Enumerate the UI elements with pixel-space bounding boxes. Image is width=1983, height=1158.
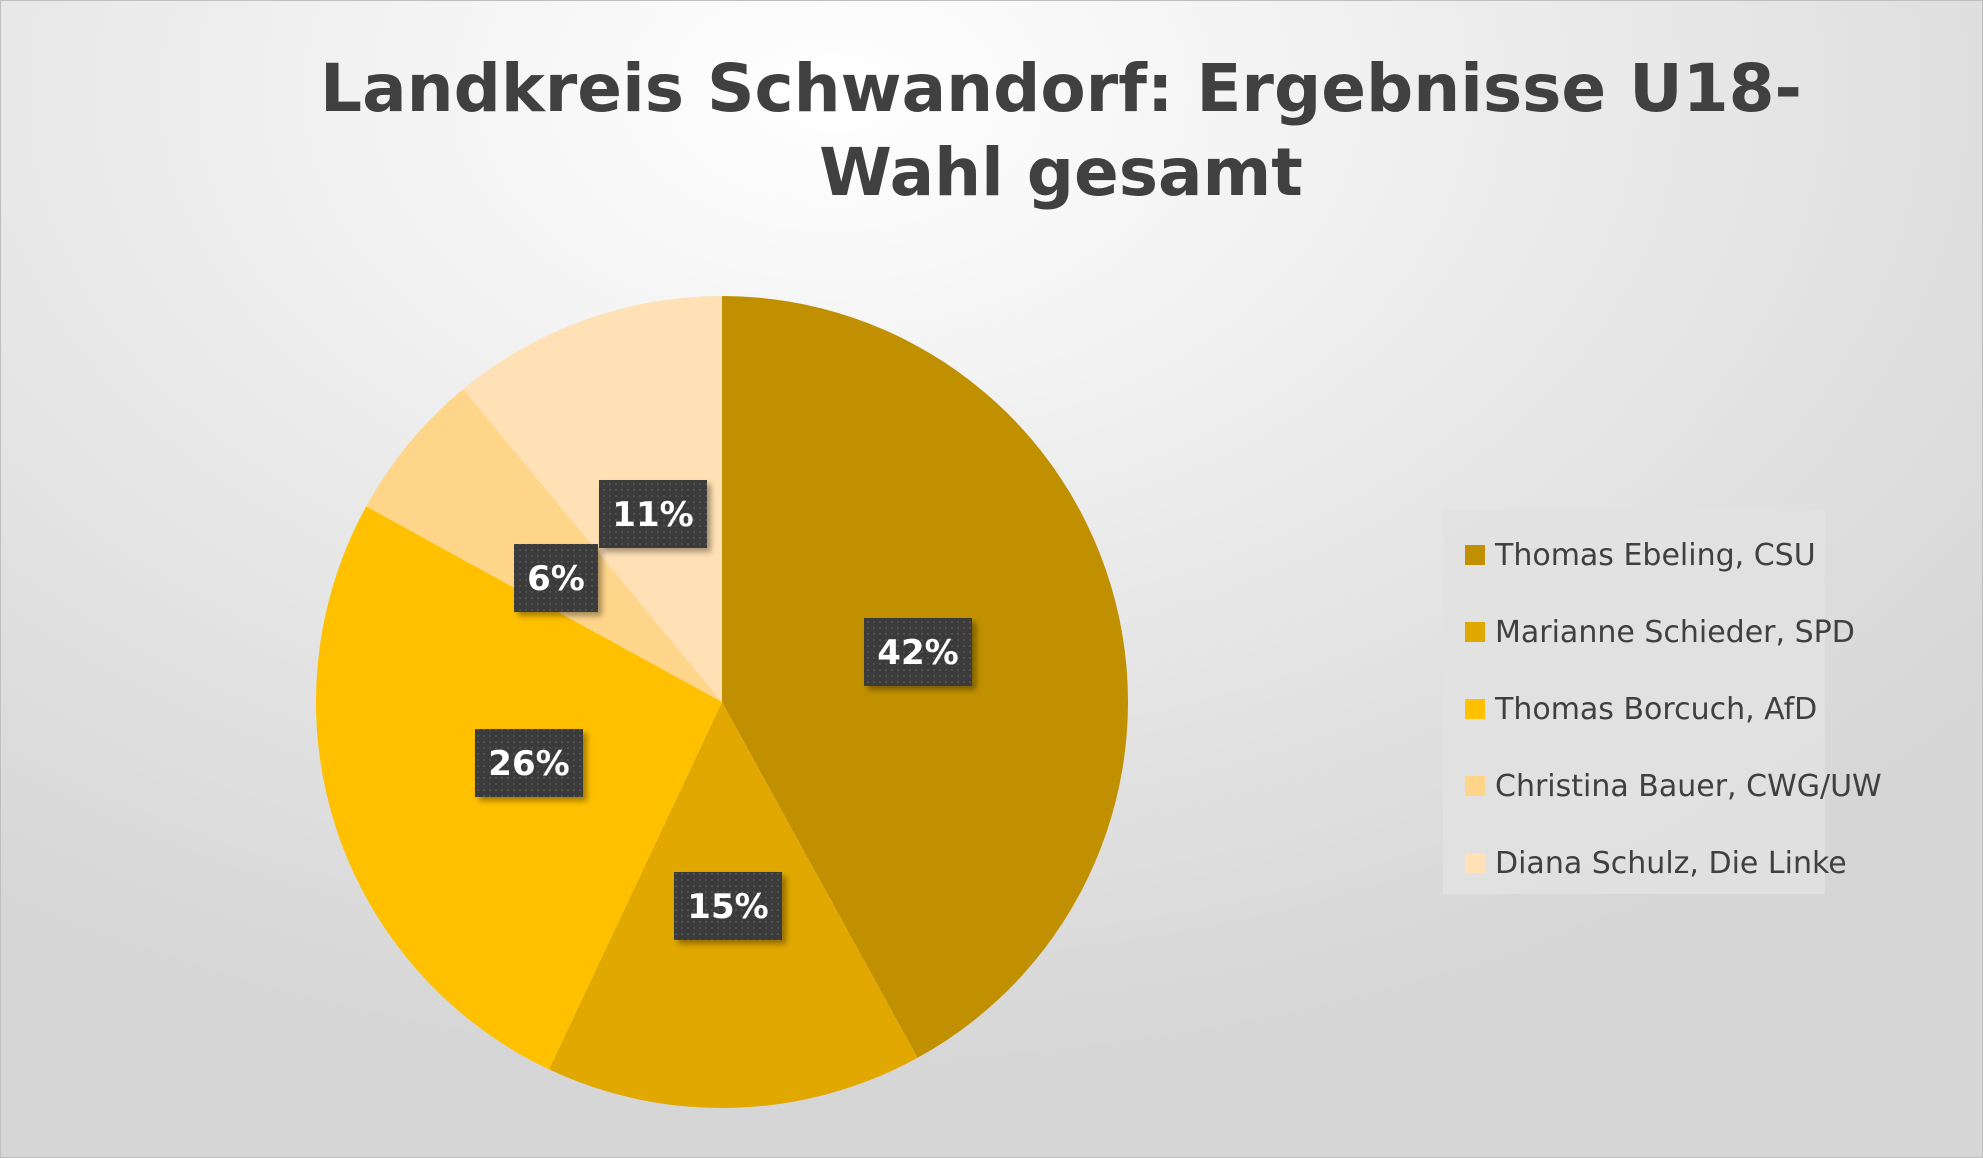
legend: Thomas Ebeling, CSU Marianne Schieder, SP… (1443, 509, 1882, 894)
svg-text:42%: 42% (877, 633, 958, 673)
data-label-1: 42% (864, 618, 972, 686)
pie-slice-5 (463, 296, 722, 702)
legend-swatch (1465, 545, 1485, 565)
svg-text:6%: 6% (527, 559, 585, 599)
legend-item-5: Diana Schulz, Die Linke (1465, 843, 1847, 883)
legend-swatch (1465, 853, 1485, 873)
svg-text:26%: 26% (488, 744, 569, 784)
legend-swatch (1465, 776, 1485, 796)
legend-swatch (1465, 699, 1485, 719)
legend-label: Thomas Borcuch, AfD (1495, 691, 1818, 727)
legend-swatch (1465, 622, 1485, 642)
chart-title: Landkreis Schwandorf: Ergebnisse U18-Wah… (320, 50, 1802, 211)
data-label-4: 6% (514, 544, 598, 612)
legend-item-2: Marianne Schieder, SPD (1465, 612, 1855, 652)
data-label-2: 15% (674, 872, 782, 940)
svg-text:11%: 11% (612, 495, 693, 535)
legend-label: Thomas Ebeling, CSU (1495, 537, 1816, 573)
legend-label: Marianne Schieder, SPD (1495, 614, 1855, 650)
data-label-5: 11% (599, 480, 707, 548)
legend-item-3: Thomas Borcuch, AfD (1465, 689, 1817, 729)
legend-label: Christina Bauer, CWG/UW (1495, 768, 1882, 804)
legend-label: Diana Schulz, Die Linke (1495, 845, 1847, 881)
svg-text:15%: 15% (687, 887, 768, 927)
data-label-3: 26% (475, 729, 583, 797)
legend-item-4: Christina Bauer, CWG/UW (1465, 766, 1882, 806)
legend-item-1: Thomas Ebeling, CSU (1465, 535, 1816, 575)
